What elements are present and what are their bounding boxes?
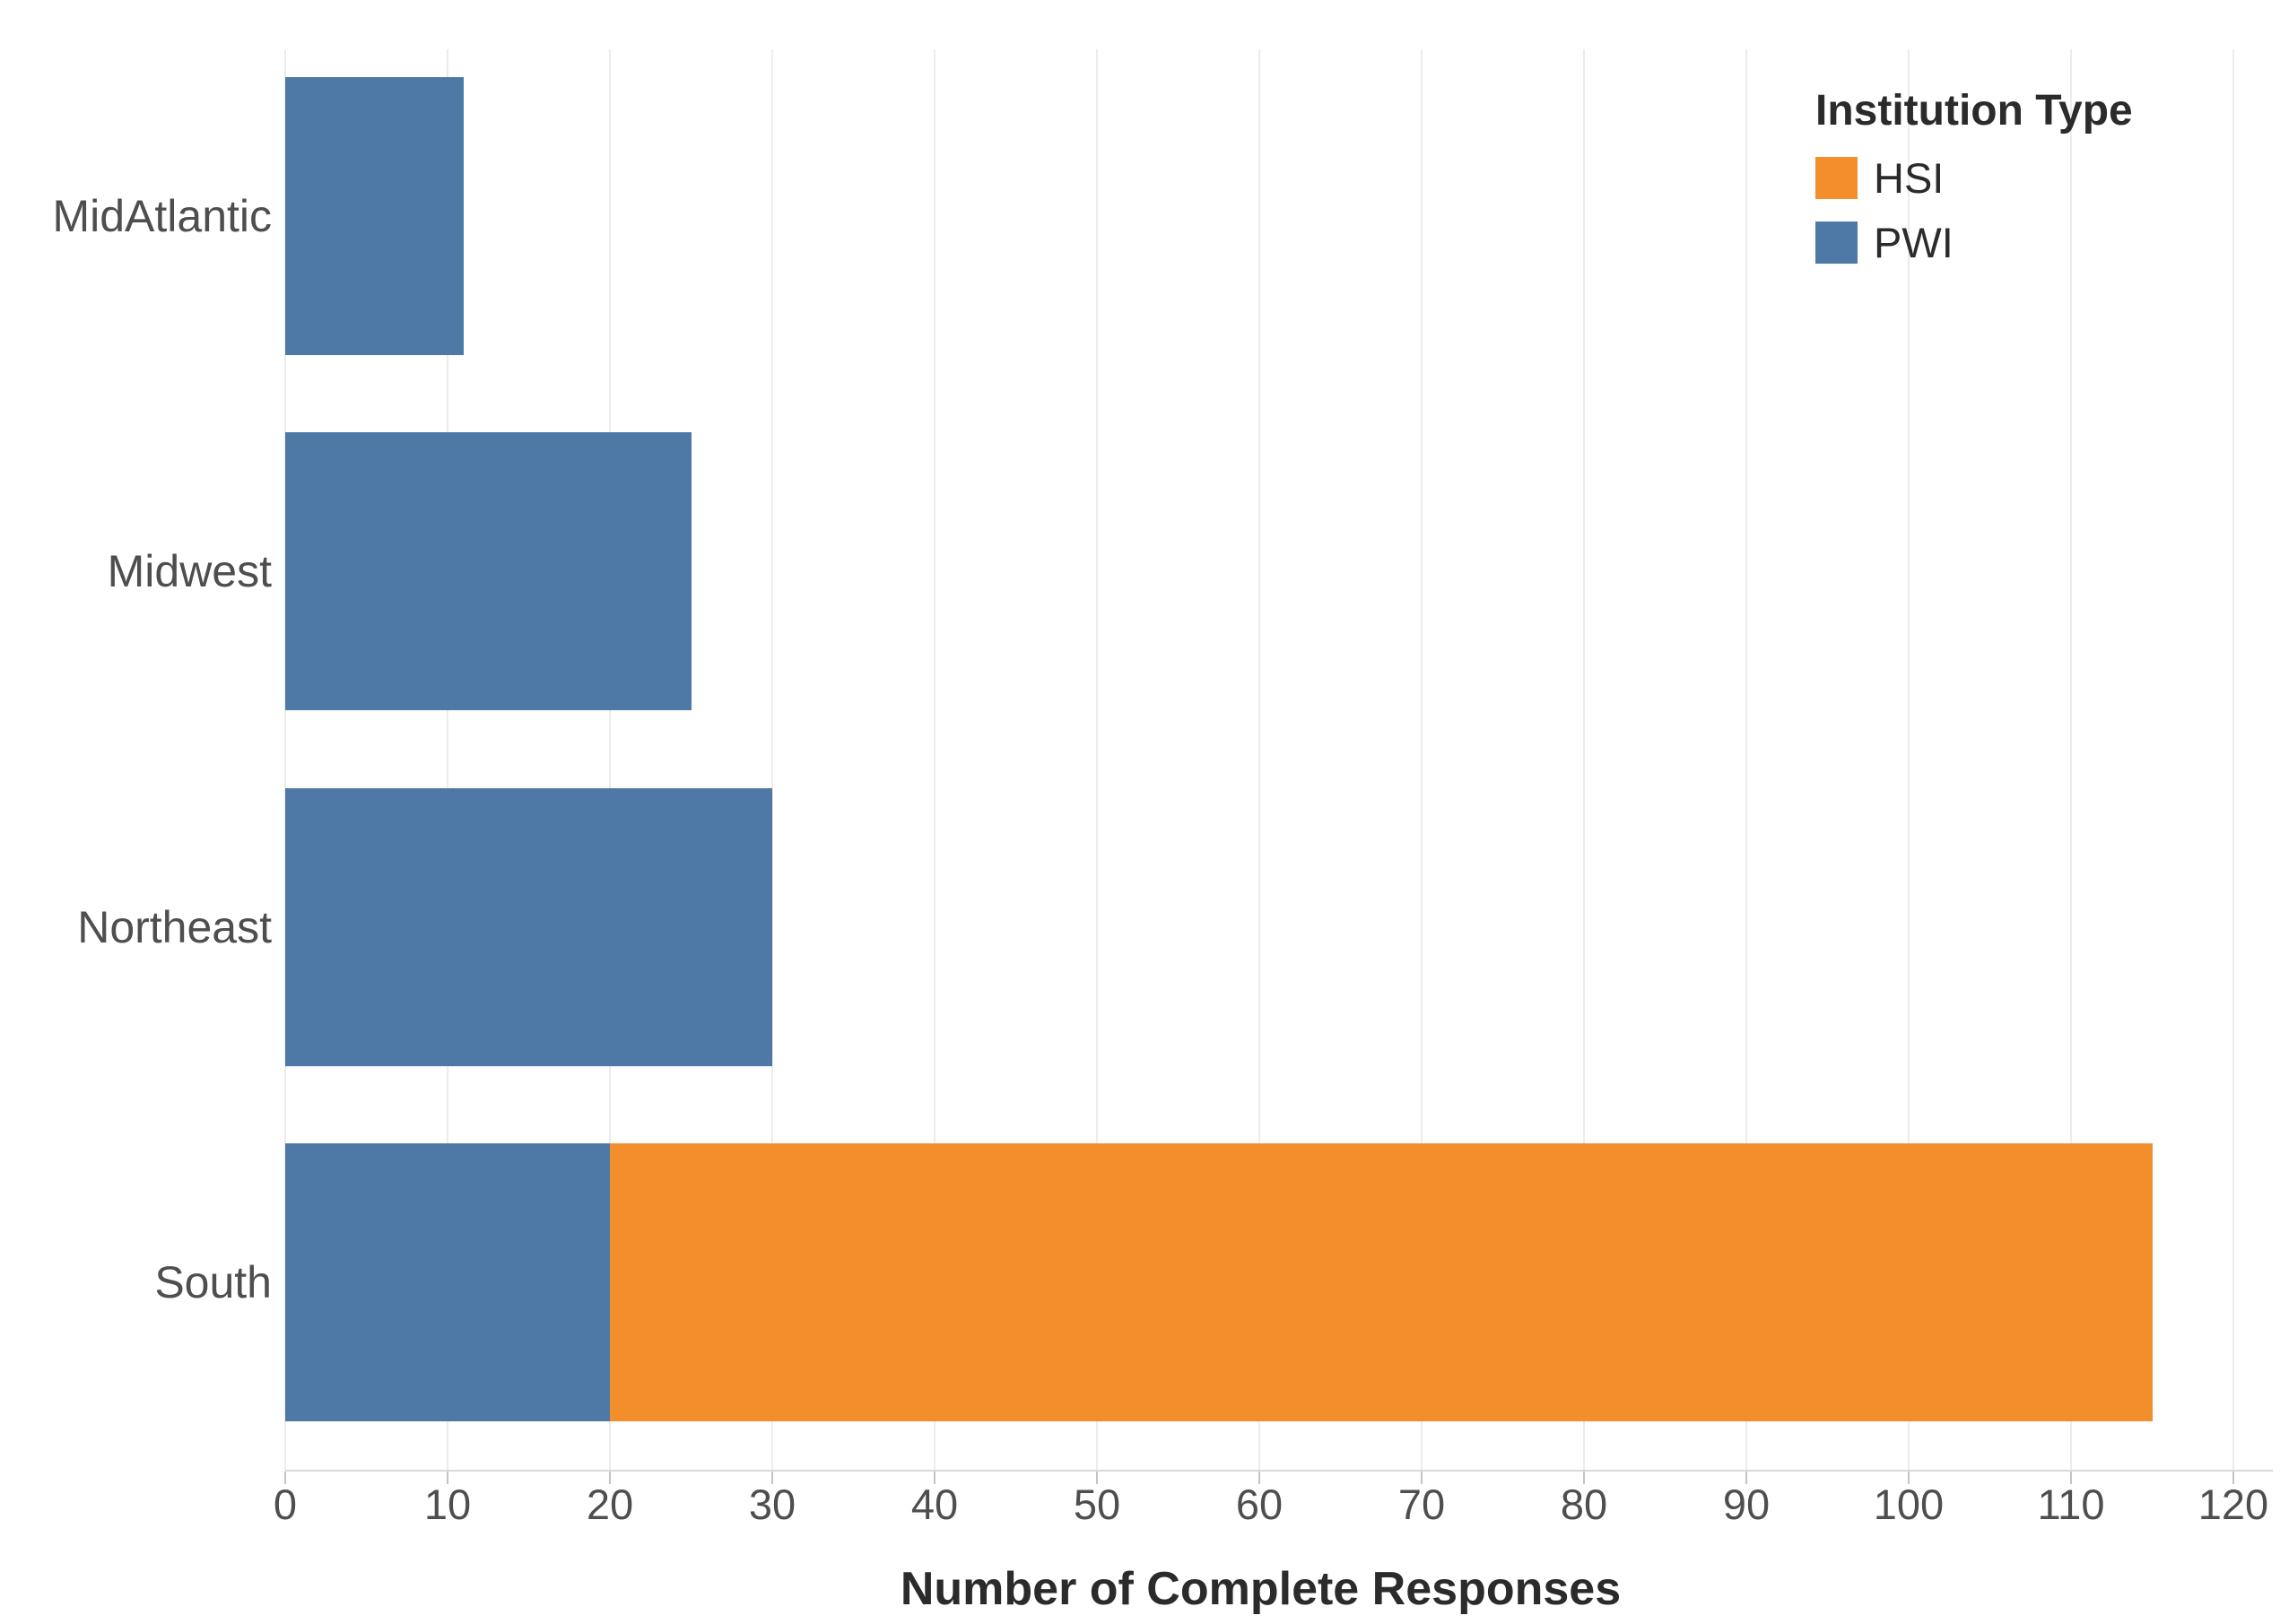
x-tick-label-100: 100 [1873, 1481, 1945, 1528]
x-tick-mark-30 [771, 1472, 773, 1484]
x-tick-label-70: 70 [1397, 1481, 1446, 1528]
y-axis-label-midwest: Midwest [107, 546, 272, 597]
x-tick-mark-90 [1745, 1472, 1747, 1484]
legend-title: Institution Type [1815, 87, 2133, 135]
legend-swatch-icon-hsi [1815, 157, 1858, 199]
x-tick-mark-20 [609, 1472, 611, 1484]
x-axis-line [285, 1470, 2273, 1472]
x-tick-label-80: 80 [1560, 1481, 1608, 1528]
x-tick-mark-70 [1421, 1472, 1423, 1484]
y-axis-label-midatlantic: MidAtlantic [52, 191, 272, 241]
legend-label-pwi: PWI [1874, 219, 1954, 266]
x-tick-mark-0 [284, 1472, 286, 1484]
bar-segment-south-hsi[interactable] [610, 1142, 2153, 1421]
gridline-x-30 [771, 49, 773, 1470]
y-axis-label-south: South [154, 1256, 272, 1307]
x-tick-label-120: 120 [2197, 1481, 2269, 1528]
x-tick-label-40: 40 [910, 1481, 959, 1528]
gridline-x-70 [1421, 49, 1423, 1470]
x-tick-label-20: 20 [586, 1481, 634, 1528]
gridline-x-100 [1908, 49, 1910, 1470]
x-tick-label-0: 0 [273, 1481, 298, 1528]
x-tick-label-10: 10 [423, 1481, 472, 1528]
gridline-x-80 [1583, 49, 1585, 1470]
x-tick-mark-110 [2070, 1472, 2072, 1484]
x-tick-mark-40 [934, 1472, 935, 1484]
gridline-x-20 [609, 49, 611, 1470]
legend-swatch-icon-pwi [1815, 221, 1858, 264]
legend: Institution Type HSI PWI [1815, 86, 2133, 282]
legend-item-pwi[interactable]: PWI [1815, 218, 2133, 267]
x-tick-mark-120 [2232, 1472, 2234, 1484]
x-tick-label-30: 30 [748, 1481, 796, 1528]
gridline-x-120 [2232, 49, 2234, 1470]
x-tick-label-60: 60 [1235, 1481, 1284, 1528]
gridline-x-60 [1258, 49, 1260, 1470]
legend-items: HSI PWI [1815, 153, 2133, 267]
gridline-x-110 [2070, 49, 2072, 1470]
gridline-x-90 [1745, 49, 1747, 1470]
gridline-x-10 [447, 49, 448, 1470]
legend-item-hsi[interactable]: HSI [1815, 153, 2133, 203]
y-axis-label-northeast: Northeast [77, 901, 272, 952]
gridline-x-40 [934, 49, 935, 1470]
x-tick-mark-100 [1908, 1472, 1910, 1484]
x-axis-title: Number of Complete Responses [900, 1563, 1622, 1615]
x-tick-mark-80 [1583, 1472, 1585, 1484]
x-tick-mark-50 [1096, 1472, 1098, 1484]
x-tick-mark-10 [447, 1472, 448, 1484]
bar-segment-south-pwi[interactable] [285, 1142, 610, 1421]
bar-segment-midwest-pwi[interactable] [285, 432, 692, 711]
x-tick-label-50: 50 [1073, 1481, 1121, 1528]
bar-segment-midatlantic-pwi[interactable] [285, 77, 465, 355]
legend-label-hsi: HSI [1874, 154, 1945, 202]
x-tick-mark-60 [1258, 1472, 1260, 1484]
gridline-x-0 [284, 49, 286, 1470]
gridline-x-50 [1096, 49, 1098, 1470]
bar-segment-northeast-pwi[interactable] [285, 787, 772, 1066]
x-tick-label-110: 110 [2037, 1481, 2105, 1528]
x-tick-label-90: 90 [1722, 1481, 1771, 1528]
